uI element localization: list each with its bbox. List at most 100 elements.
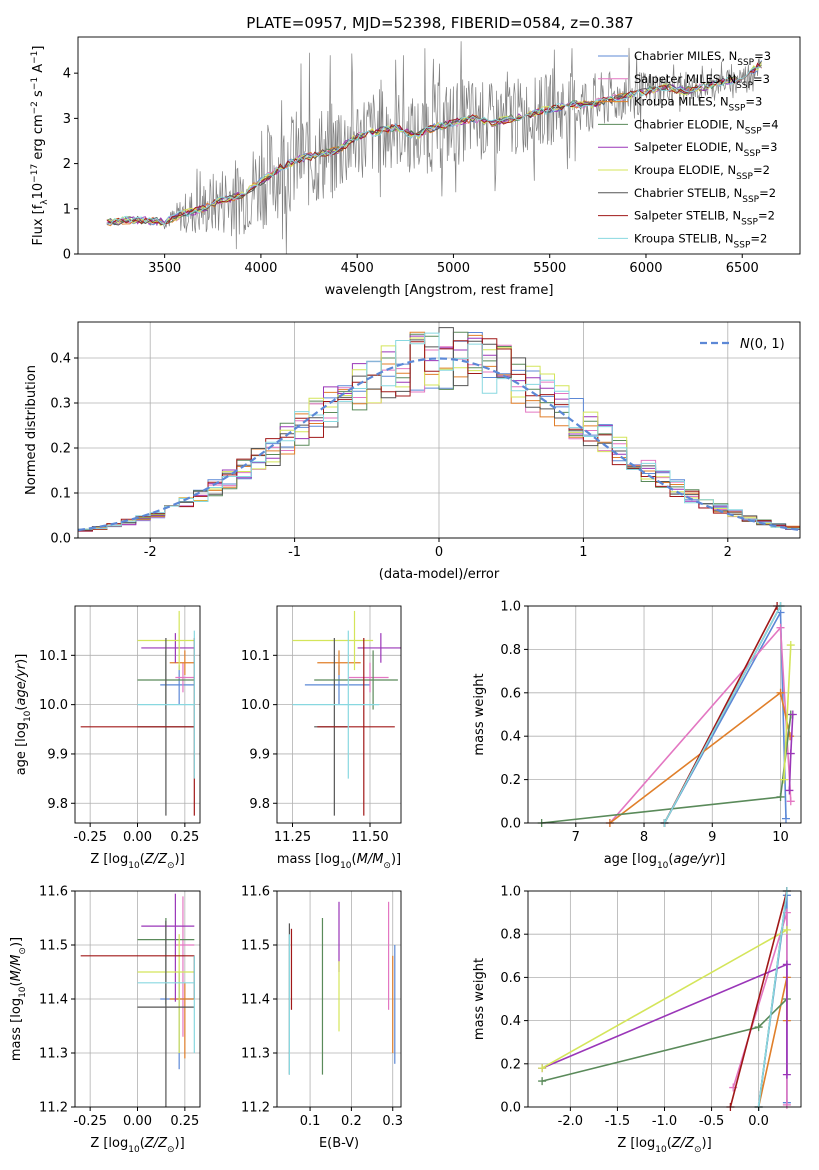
y-tick-label: 0.8 <box>500 643 521 658</box>
y-tick-label: 11.2 <box>39 1101 68 1116</box>
legend-entry-label: Kroupa STELIB, NSSP=2 <box>634 231 767 250</box>
y-axis-label: Normed distribution <box>24 365 39 495</box>
y-tick-label: 10.1 <box>39 649 68 664</box>
histogram-legend: N(0, 1) <box>700 337 785 352</box>
x-tick-label: 0.1 <box>300 1114 321 1129</box>
model-spectrum-line <box>106 62 762 226</box>
y-tick-label: 11.6 <box>39 885 68 900</box>
mass-weight-marker <box>788 710 797 719</box>
y-tick-label: 0.0 <box>500 817 521 832</box>
x-tick-label: -0.5 <box>699 1114 724 1129</box>
age-vs-mass-panel: 11.25 11.50 9.8 9.9 10.0 10.1 mass [log10(M/M⊙… <box>241 605 402 871</box>
y-tick-label: 0.4 <box>50 352 71 367</box>
x-tick-label: -1.0 <box>652 1114 677 1129</box>
mass-weight-marker <box>538 1077 547 1086</box>
y-tick-label: 0.1 <box>50 487 71 502</box>
mass-weight-marker <box>782 1070 791 1079</box>
x-axis-label: (data-model)/error <box>379 567 500 582</box>
x-axis-label: wavelength [Angstrom, rest frame] <box>325 283 554 298</box>
x-tick-label: -2 <box>144 545 157 560</box>
age-vs-Z-plot-area <box>80 610 195 816</box>
y-tick-label: 9.9 <box>249 747 270 762</box>
x-axis-label: E(B-V) <box>319 1136 359 1151</box>
x-axis-label: Z [log10(Z/Z⊙)] <box>90 852 184 871</box>
residual-histogram-step <box>78 332 800 530</box>
model-spectrum-line <box>106 66 762 226</box>
x-tick-label: 4500 <box>341 261 374 276</box>
y-tick-label: 10.0 <box>39 698 68 713</box>
mass-weight-marker <box>776 623 785 632</box>
y-tick-label: 11.3 <box>241 1047 270 1062</box>
y-tick-label: 0.6 <box>500 686 521 701</box>
axes-frame <box>527 605 802 824</box>
legend-entry-label: Salpeter STELIB, NSSP=2 <box>634 209 775 228</box>
y-tick-label: 10.0 <box>241 698 270 713</box>
mass-weight-marker <box>786 641 795 650</box>
y-tick-label: 0.0 <box>50 532 71 547</box>
figure-title: PLATE=0957, MJD=52398, FIBERID=0584, z=0… <box>246 14 633 32</box>
x-tick-label: 4000 <box>244 261 277 276</box>
x-tick-label: 11.50 <box>351 830 388 845</box>
x-tick-label: -2.0 <box>558 1114 583 1129</box>
spectrum-panel: 3500 4000 4500 5000 5500 6000 6500 0 1 2 3 4 wavelen… <box>30 36 801 298</box>
x-tick-label: 0.2 <box>341 1114 362 1129</box>
y-tick-label: 11.3 <box>39 1047 68 1062</box>
y-tick-label: 0.0 <box>500 1101 521 1116</box>
mass-weight-marker <box>782 960 791 969</box>
axes-frame <box>77 36 801 255</box>
mass-vs-ebv-plot-area <box>288 901 396 1075</box>
axes-frame <box>276 605 402 824</box>
mass-weight-line <box>609 625 792 824</box>
y-tick-label: 11.4 <box>39 993 68 1008</box>
legend-entry-label: Salpeter ELODIE, NSSP=3 <box>634 140 777 159</box>
y-tick-label: 0.6 <box>500 971 521 986</box>
y-axis-label: mass [log10(M/M⊙)] <box>9 937 28 1061</box>
legend-entry-label: Kroupa ELODIE, NSSP=2 <box>634 163 770 182</box>
y-tick-label: 11.5 <box>241 939 270 954</box>
x-tick-label: 0.25 <box>170 830 199 845</box>
y-tick-label: 0 <box>63 248 71 263</box>
x-tick-label: 0.00 <box>123 1114 152 1129</box>
mass-vs-ebv-panel: 0.1 0.2 0.3 11.2 11.3 11.4 11.5 11.6 E(B-V) <box>241 885 403 1152</box>
legend-entry-label: Chabrier STELIB, NSSP=2 <box>634 186 776 205</box>
x-tick-label: 9 <box>708 830 716 845</box>
observed-spectrum <box>106 41 762 255</box>
weight-vs-age-panel: 7 8 9 10 0.0 0.2 0.4 0.6 0.8 1.0 age [log10(age/yr… <box>472 600 802 871</box>
y-tick-label: 9.8 <box>47 797 68 812</box>
y-tick-label: 11.4 <box>241 993 270 1008</box>
y-tick-label: 0.4 <box>500 1014 521 1029</box>
mass-weight-line <box>663 605 782 824</box>
x-tick-label: -1.5 <box>605 1114 630 1129</box>
legend-entry-label: Chabrier ELODIE, NSSP=4 <box>634 117 779 136</box>
x-tick-label: 0.00 <box>123 830 152 845</box>
y-tick-label: 4 <box>63 67 71 82</box>
mass-weight-marker <box>754 1023 763 1032</box>
x-tick-label: 10 <box>772 830 789 845</box>
legend-entry-label: Chabrier MILES, NSSP=3 <box>634 49 771 68</box>
x-tick-label: -0.25 <box>73 830 107 845</box>
y-tick-label: 0.2 <box>500 1057 521 1072</box>
x-tick-label: 0.0 <box>748 1114 769 1129</box>
residuals-plot-area <box>77 327 801 532</box>
mass-weight-line <box>663 609 787 824</box>
x-tick-label: -1 <box>288 545 301 560</box>
mass-weight-line <box>757 890 788 1108</box>
y-tick-label: 1.0 <box>500 600 521 615</box>
x-tick-label: 0 <box>435 545 443 560</box>
y-axis-label: Flux [fλ10−17 erg cm−2 s−1 A−1] <box>30 46 50 246</box>
y-tick-label: 0.2 <box>50 442 71 457</box>
mass-weight-line <box>541 714 792 824</box>
age-vs-Z-panel: -0.25 0.00 0.25 9.8 9.9 10.0 10.1 Z [log10(Z/Z⊙… <box>14 605 201 871</box>
mass-vs-Z-plot-area <box>80 893 195 1107</box>
x-axis-label: Z [log10(Z/Z⊙)] <box>617 1136 711 1155</box>
x-tick-label: 8 <box>640 830 648 845</box>
mass-weight-marker <box>785 786 794 795</box>
x-tick-label: 5500 <box>533 261 566 276</box>
mass-weight-marker <box>779 775 788 784</box>
legend-entry-label: Salpeter MILES, NSSP=3 <box>634 72 770 91</box>
mass-weight-line <box>541 929 788 1069</box>
mass-weight-line <box>729 890 788 1108</box>
x-tick-label: 0.25 <box>170 1114 199 1129</box>
x-axis-label: age [log10(age/yr)] <box>604 852 726 871</box>
